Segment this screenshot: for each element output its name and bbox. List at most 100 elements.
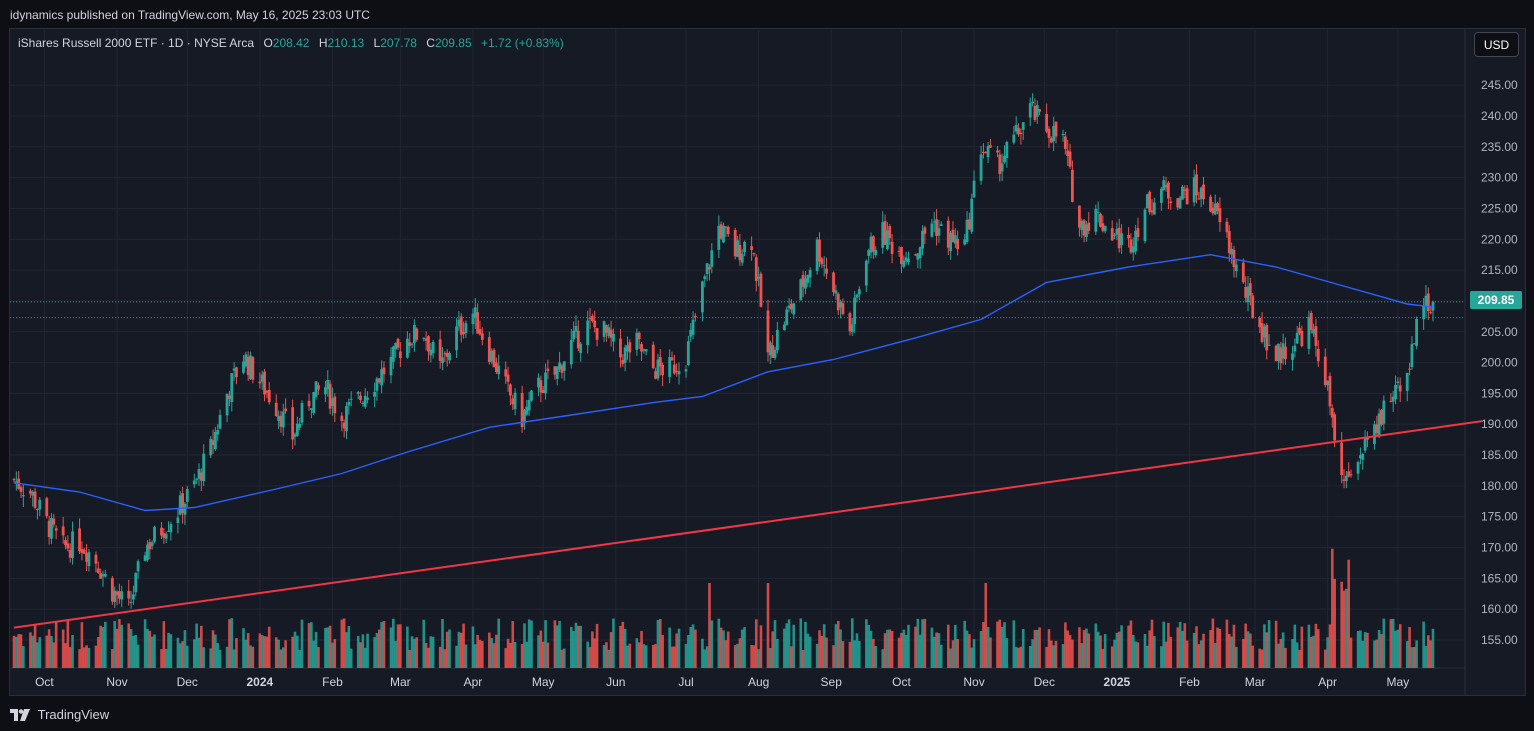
volume-bar	[1394, 630, 1397, 668]
volume-bar	[331, 642, 334, 668]
volume-bar	[689, 627, 693, 668]
candle-body	[989, 145, 992, 148]
volume-bar	[972, 639, 976, 668]
volume-bar	[569, 626, 573, 668]
volume-bar	[848, 641, 852, 668]
candle-body	[766, 310, 770, 353]
candle-body	[605, 325, 608, 333]
volume-bar	[64, 643, 67, 668]
candle-body	[361, 402, 365, 404]
volume-bar	[12, 635, 16, 668]
candle-body	[459, 316, 463, 335]
x-tick-label: Apr	[464, 675, 483, 689]
candle-body	[509, 384, 512, 396]
candle-body	[670, 357, 674, 361]
y-tick-label: 245.00	[1481, 78, 1518, 92]
volume-bar	[1431, 628, 1435, 668]
volume-bar	[134, 635, 138, 668]
trendline	[13, 420, 1483, 629]
symbol-label[interactable]: iShares Russell 2000 ETF · 1D · NYSE Arc…	[18, 36, 255, 50]
volume-bar	[193, 639, 196, 668]
candle-body	[787, 305, 791, 309]
volume-bar	[1267, 620, 1271, 668]
candle-body	[1169, 201, 1173, 204]
candle-body	[619, 338, 622, 358]
volume-bar	[509, 642, 512, 668]
candle-body	[539, 380, 543, 393]
candle-body	[1031, 101, 1034, 104]
volume-bar	[66, 619, 70, 668]
volume-bar	[858, 640, 861, 668]
volume-bar	[804, 621, 807, 668]
candle-body	[1274, 345, 1278, 362]
candle-body	[1251, 295, 1255, 319]
candle-body	[1307, 316, 1311, 349]
volume-bar	[178, 643, 182, 668]
volume-bar	[1424, 645, 1428, 668]
volume-bar	[380, 622, 383, 668]
y-tick-label: 230.00	[1481, 171, 1518, 185]
candle-body	[455, 326, 458, 351]
volume-bar	[101, 627, 105, 668]
candle-body	[309, 408, 313, 410]
candle-body	[951, 229, 955, 243]
volume-bar	[1359, 630, 1362, 668]
candle-body	[31, 491, 35, 496]
volume-bar	[443, 649, 447, 668]
volume-bar	[33, 625, 37, 668]
candle-body	[366, 397, 369, 400]
volume-bar	[167, 632, 170, 668]
candle-body	[1047, 128, 1051, 138]
candle-body	[61, 526, 65, 536]
candle-body	[949, 233, 953, 252]
footer-brand[interactable]: TradingView	[10, 706, 109, 722]
volume-bar	[722, 630, 725, 668]
volume-bar	[473, 644, 477, 668]
candle-body	[181, 493, 184, 513]
volume-bar	[593, 638, 597, 668]
candle-body	[1361, 453, 1365, 460]
volume-bar	[658, 619, 662, 668]
candle-body	[1375, 424, 1379, 434]
volume-bar	[363, 647, 367, 668]
candle-body	[1080, 220, 1084, 231]
candle-body	[595, 328, 599, 340]
candle-body	[162, 533, 166, 538]
candle-body	[1192, 177, 1196, 203]
volume-bar	[1012, 620, 1016, 668]
volume-bar	[1082, 630, 1086, 668]
volume-bar	[1340, 581, 1343, 668]
candle-body	[848, 313, 852, 332]
volume-bar	[1326, 637, 1329, 668]
close-value: 209.85	[434, 36, 472, 50]
volume-bar	[869, 630, 873, 668]
volume-bar	[684, 643, 688, 668]
volume-bar	[1213, 643, 1217, 668]
candle-body	[490, 350, 494, 362]
volume-bar	[1005, 638, 1009, 668]
candle-body	[413, 324, 416, 344]
candle-body	[52, 518, 56, 525]
candle-body	[284, 408, 288, 412]
volume-bar	[1307, 624, 1311, 668]
x-tick-label: Apr	[1318, 675, 1337, 689]
volume-bar	[1169, 636, 1173, 668]
volume-bar	[949, 648, 952, 668]
candle-body	[1012, 134, 1016, 143]
candle-body	[1230, 248, 1234, 255]
candle-body	[1396, 381, 1400, 383]
currency-button[interactable]: USD	[1474, 32, 1519, 57]
volume-bar	[438, 646, 442, 668]
candle-body	[1316, 348, 1320, 362]
candle-body	[359, 395, 362, 401]
volume-bar	[132, 635, 135, 668]
candle-body	[1408, 368, 1411, 370]
candle-body	[963, 239, 967, 245]
volume-bar	[1391, 618, 1395, 668]
candle-body	[918, 247, 922, 259]
volume-bar	[347, 625, 351, 668]
candle-body	[1094, 208, 1098, 232]
volume-bar	[431, 636, 435, 668]
volume-bar	[708, 583, 711, 668]
